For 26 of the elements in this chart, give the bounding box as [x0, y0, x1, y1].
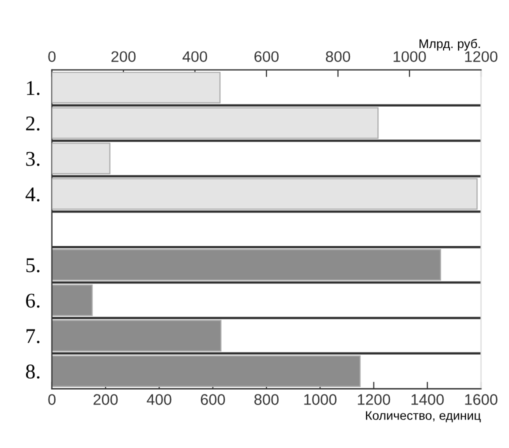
x2-tick-label: 600	[254, 51, 279, 62]
y-tick-label: 8.	[26, 364, 40, 379]
x2-tick-label: 1200	[465, 51, 498, 62]
x2-tick-label: 400	[182, 51, 208, 62]
x2-tick-label: 0	[48, 51, 56, 62]
x-tick-label: 1600	[465, 394, 498, 405]
x-tick-label: 1000	[304, 394, 336, 405]
x-tick-label: 600	[200, 394, 225, 405]
x2-tick-label: 200	[111, 51, 136, 62]
x2-tick-label: 1000	[394, 51, 426, 62]
x-tick-label: 1200	[358, 394, 390, 405]
y-tick-label: 4.	[26, 187, 40, 202]
x2-tick-label: 800	[326, 51, 350, 62]
x-tick-label: 200	[94, 394, 118, 405]
y-tick-label: 3.	[26, 152, 40, 166]
x-tick-label: 1400	[412, 394, 444, 405]
y-tick-label: 2.	[26, 116, 40, 131]
y-tick-label: 5.	[26, 258, 40, 272]
x-axis-title: Количество, единиц	[366, 411, 481, 422]
x-tick-label: 0	[48, 394, 56, 405]
y-tick-label: 6.	[26, 294, 40, 308]
y-tick-label: 1.	[27, 81, 40, 96]
y-tick-label: 7.	[26, 329, 40, 344]
x-tick-label: 800	[254, 394, 279, 405]
x2-axis-title: Млрд. руб.	[420, 38, 480, 51]
x-tick-label: 400	[146, 394, 172, 405]
